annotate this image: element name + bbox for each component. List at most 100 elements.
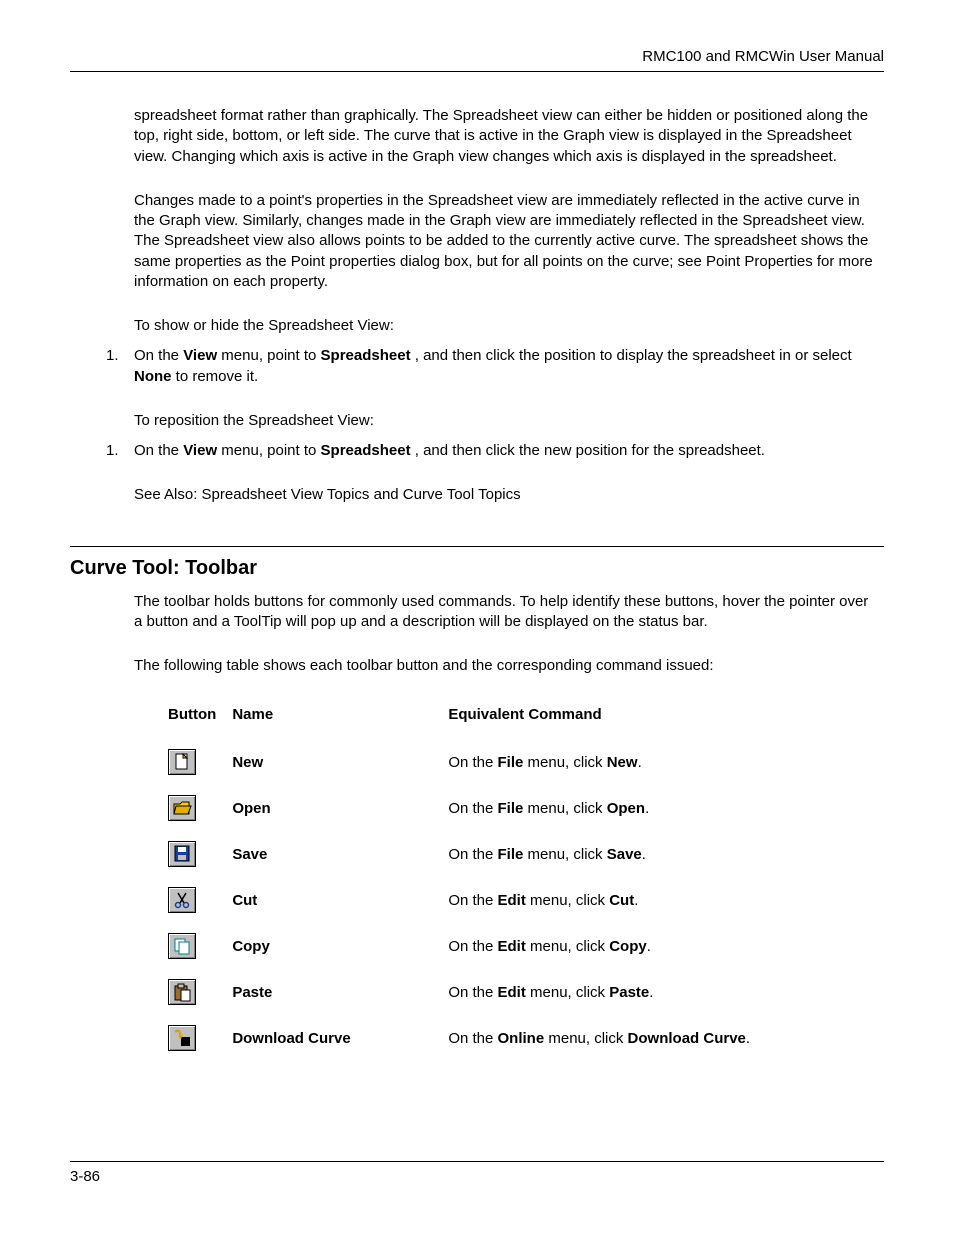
text: On the — [448, 754, 497, 771]
table-row: Save On the File menu, click Save. — [160, 831, 800, 877]
step-number: 1. — [106, 346, 134, 387]
text: , and then click the new position for th… — [415, 442, 765, 459]
text: menu, click — [523, 754, 606, 771]
row-command: On the Edit menu, click Paste. — [440, 969, 800, 1015]
body: spreadsheet format rather than graphical… — [134, 106, 874, 506]
row-command: On the File menu, click Open. — [440, 785, 800, 831]
menu: File — [498, 846, 524, 863]
menu: Edit — [498, 938, 526, 955]
page-header: RMC100 and RMCWin User Manual — [70, 48, 884, 72]
step-number: 1. — [106, 441, 134, 461]
text: menu, click — [526, 984, 609, 1001]
text: On the — [134, 347, 183, 364]
text: On the — [448, 846, 497, 863]
cmd: Copy — [609, 938, 647, 955]
menu: File — [498, 754, 524, 771]
menu-view: View — [183, 347, 217, 364]
text: menu, point to — [221, 347, 320, 364]
text: . — [638, 754, 642, 771]
manual-page: RMC100 and RMCWin User Manual spreadshee… — [0, 0, 954, 1235]
step-show-hide: 1. On the View menu, point to Spreadshee… — [134, 346, 874, 387]
icon-cell — [160, 969, 224, 1015]
text: menu, click — [526, 938, 609, 955]
page-number: 3-86 — [70, 1168, 100, 1185]
step-text: On the View menu, point to Spreadsheet ,… — [134, 441, 765, 461]
submenu-spreadsheet: Spreadsheet — [321, 347, 411, 364]
text: menu, click — [523, 800, 606, 817]
option-none: None — [134, 368, 172, 385]
text: menu, point to — [221, 442, 320, 459]
see-also: See Also: Spreadsheet View Topics and Cu… — [134, 485, 874, 505]
icon-cell — [160, 831, 224, 877]
new-icon — [168, 749, 196, 775]
heading-reposition: To reposition the Spreadsheet View: — [134, 411, 874, 431]
cmd: Cut — [609, 892, 634, 909]
text: On the — [448, 1030, 497, 1047]
toolbar-paragraph-2: The following table shows each toolbar b… — [134, 656, 874, 676]
text: On the — [448, 800, 497, 817]
table-row: Download Curve On the Online menu, click… — [160, 1015, 800, 1061]
section-title-toolbar: Curve Tool: Toolbar — [70, 557, 884, 580]
col-button: Button — [160, 700, 224, 739]
row-name: Copy — [224, 923, 440, 969]
toolbar-paragraph-1: The toolbar holds buttons for commonly u… — [134, 592, 874, 633]
submenu-spreadsheet: Spreadsheet — [321, 442, 411, 459]
open-icon — [168, 795, 196, 821]
table-row: Paste On the Edit menu, click Paste. — [160, 969, 800, 1015]
row-name: Paste — [224, 969, 440, 1015]
menu: Edit — [498, 892, 526, 909]
step-reposition: 1. On the View menu, point to Spreadshee… — [134, 441, 874, 461]
row-command: On the File menu, click New. — [440, 739, 800, 785]
row-name: Save — [224, 831, 440, 877]
text: to remove it. — [176, 368, 259, 385]
paragraph-changes: Changes made to a point's properties in … — [134, 191, 874, 292]
row-name: Open — [224, 785, 440, 831]
text: menu, click — [526, 892, 609, 909]
menu: Online — [498, 1030, 545, 1047]
copy-icon — [168, 933, 196, 959]
icon-cell — [160, 739, 224, 785]
text: , and then click the position to display… — [415, 347, 852, 364]
page-footer: 3-86 — [70, 1161, 884, 1185]
icon-cell — [160, 877, 224, 923]
step-text: On the View menu, point to Spreadsheet ,… — [134, 346, 874, 387]
menu: File — [498, 800, 524, 817]
paragraph-spreadsheet: spreadsheet format rather than graphical… — [134, 106, 874, 167]
cmd: New — [607, 754, 638, 771]
text: On the — [448, 892, 497, 909]
text: On the — [448, 938, 497, 955]
col-name: Name — [224, 700, 440, 739]
row-command: On the File menu, click Save. — [440, 831, 800, 877]
table-row: Cut On the Edit menu, click Cut. — [160, 877, 800, 923]
cmd: Paste — [609, 984, 649, 1001]
row-name: Cut — [224, 877, 440, 923]
row-command: On the Edit menu, click Copy. — [440, 923, 800, 969]
text: . — [645, 800, 649, 817]
cut-icon — [168, 887, 196, 913]
download-curve-icon — [168, 1025, 196, 1051]
row-command: On the Online menu, click Download Curve… — [440, 1015, 800, 1061]
cmd: Save — [607, 846, 642, 863]
section-divider — [70, 546, 884, 547]
icon-cell — [160, 1015, 224, 1061]
toolbar-table: Button Name Equivalent Command New On th… — [160, 700, 800, 1061]
toolbar-body: The toolbar holds buttons for commonly u… — [134, 592, 874, 677]
col-command: Equivalent Command — [440, 700, 800, 739]
text: . — [649, 984, 653, 1001]
save-icon — [168, 841, 196, 867]
row-name: Download Curve — [224, 1015, 440, 1061]
text: menu, click — [523, 846, 606, 863]
cmd: Download Curve — [628, 1030, 746, 1047]
text: On the — [448, 984, 497, 1001]
text: . — [634, 892, 638, 909]
table-row: Copy On the Edit menu, click Copy. — [160, 923, 800, 969]
menu-view: View — [183, 442, 217, 459]
text: . — [642, 846, 646, 863]
row-command: On the Edit menu, click Cut. — [440, 877, 800, 923]
text: On the — [134, 442, 183, 459]
menu: Edit — [498, 984, 526, 1001]
table-row: Open On the File menu, click Open. — [160, 785, 800, 831]
cmd: Open — [607, 800, 645, 817]
row-name: New — [224, 739, 440, 785]
paste-icon — [168, 979, 196, 1005]
